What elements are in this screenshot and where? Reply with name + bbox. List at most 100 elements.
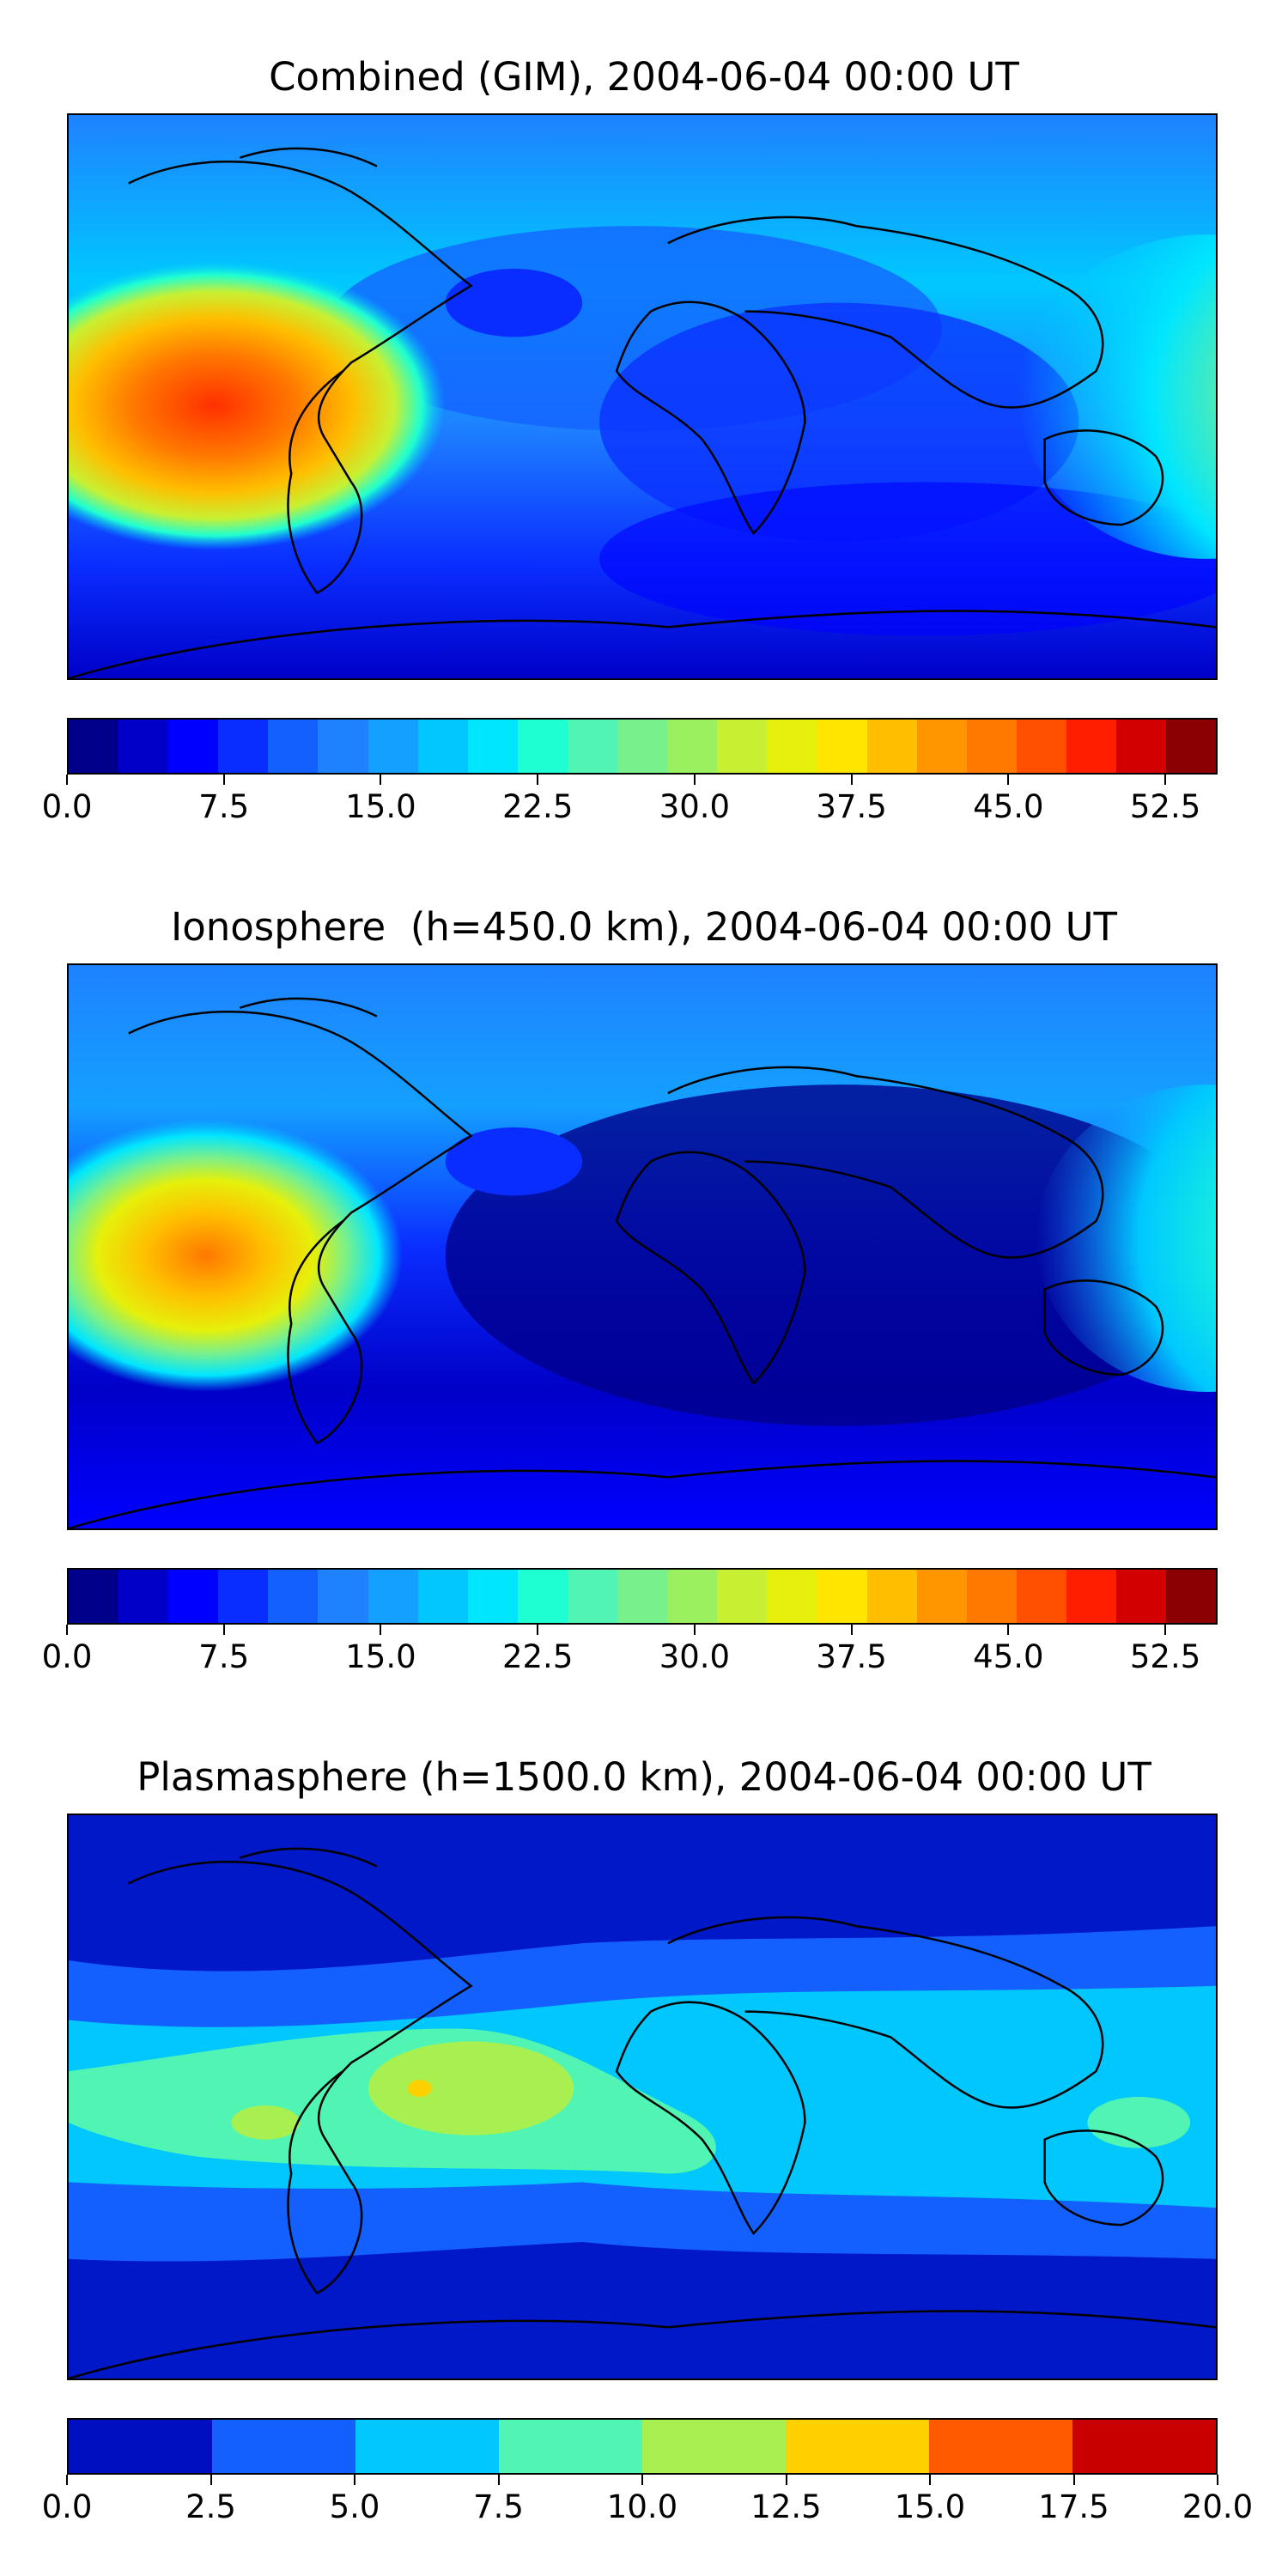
colorbar-tick-label: 30.0 bbox=[659, 1638, 731, 1675]
colorbar-segment bbox=[1166, 1570, 1217, 1623]
colorbar-segment bbox=[368, 1570, 418, 1623]
colorbar-segment bbox=[916, 720, 967, 773]
colorbar-combined bbox=[67, 718, 1218, 775]
colorbar-tick bbox=[537, 1625, 539, 1635]
colorbar-tick bbox=[693, 1625, 696, 1635]
colorbar-segment bbox=[1066, 1570, 1116, 1623]
colorbar-segment bbox=[268, 1570, 319, 1623]
colorbar-segment bbox=[642, 2420, 786, 2473]
colorbar-segment bbox=[817, 1570, 867, 1623]
colorbar-tick-label: 52.5 bbox=[1129, 1638, 1201, 1675]
colorbar-tick bbox=[222, 775, 225, 785]
colorbar-segment bbox=[966, 1570, 1017, 1623]
map-combined-svg bbox=[69, 115, 1216, 678]
colorbar-tick-label: 15.0 bbox=[345, 1638, 416, 1675]
colorbar-tick-label: 45.0 bbox=[973, 1638, 1044, 1675]
colorbar-tick-label: 5.0 bbox=[329, 2488, 380, 2525]
colorbar-segment bbox=[517, 720, 568, 773]
colorbar-tick-label: 20.0 bbox=[1182, 2488, 1254, 2525]
colorbar-tick bbox=[1072, 2475, 1075, 2485]
colorbar-segment bbox=[817, 720, 867, 773]
colorbar-segment bbox=[467, 720, 518, 773]
colorbar-segment bbox=[866, 720, 917, 773]
colorbar-segment bbox=[517, 1570, 568, 1623]
colorbar-segment bbox=[69, 2420, 212, 2473]
colorbar-segment bbox=[318, 720, 368, 773]
colorbar-tick bbox=[222, 1625, 225, 1635]
colorbar-tick-label: 15.0 bbox=[345, 788, 416, 825]
colorbar-segment bbox=[866, 1570, 917, 1623]
colorbar-tick-label: 0.0 bbox=[41, 2488, 93, 2525]
colorbar-segment bbox=[567, 720, 618, 773]
colorbar-tick bbox=[1217, 2475, 1218, 2485]
colorbar-tick bbox=[497, 2475, 500, 2485]
colorbar-segment bbox=[417, 720, 468, 773]
colorbar-segment bbox=[118, 1570, 169, 1623]
colorbar-segment bbox=[368, 720, 418, 773]
map-combined bbox=[67, 113, 1218, 680]
colorbar-tick bbox=[537, 775, 539, 785]
colorbar-segment bbox=[1016, 1570, 1066, 1623]
colorbar-tick-label: 0.0 bbox=[41, 788, 93, 825]
colorbar-segment bbox=[499, 2420, 642, 2473]
colorbar-segment bbox=[355, 2420, 499, 2473]
colorbar-segment bbox=[69, 1570, 119, 1623]
colorbar-segment bbox=[767, 1570, 817, 1623]
colorbar-segment bbox=[717, 720, 768, 773]
colorbar-tick bbox=[380, 775, 382, 785]
colorbar-tick bbox=[1007, 1625, 1010, 1635]
colorbar-tick-label: 30.0 bbox=[659, 788, 731, 825]
colorbar-tick bbox=[210, 2475, 212, 2485]
colorbar-tick bbox=[693, 775, 696, 785]
map-ionosphere-svg bbox=[69, 965, 1216, 1528]
colorbar-ionosphere bbox=[67, 1568, 1218, 1625]
colorbar-tick-label: 0.0 bbox=[41, 1638, 93, 1675]
colorbar-tick bbox=[66, 775, 68, 785]
panel-title-ionosphere: Ionosphere (h=450.0 km), 2004-06-04 00:0… bbox=[170, 904, 1118, 950]
colorbar-tick bbox=[380, 1625, 382, 1635]
colorbar-segment bbox=[966, 720, 1017, 773]
colorbar-tick bbox=[354, 2475, 355, 2485]
colorbar-tick-label: 45.0 bbox=[973, 788, 1044, 825]
colorbar-tick-label: 37.5 bbox=[816, 788, 887, 825]
colorbar-segment bbox=[1115, 1570, 1167, 1623]
colorbar-segment bbox=[168, 720, 219, 773]
colorbar-tick bbox=[1164, 775, 1167, 785]
colorbar-tick-label: 7.5 bbox=[198, 1638, 250, 1675]
colorbar-segment bbox=[767, 720, 817, 773]
colorbar-segment bbox=[467, 1570, 518, 1623]
colorbar-segment bbox=[268, 720, 319, 773]
colorbar-segment bbox=[567, 1570, 618, 1623]
colorbar-segment bbox=[218, 720, 269, 773]
colorbar-tick bbox=[1007, 775, 1010, 785]
map-plasmasphere bbox=[67, 1814, 1218, 2380]
colorbar-tick bbox=[641, 2475, 643, 2485]
colorbar-tick bbox=[66, 1625, 68, 1635]
colorbar-tick-label: 10.0 bbox=[606, 2488, 678, 2525]
colorbar-segment bbox=[667, 1570, 718, 1623]
colorbar-tick-label: 52.5 bbox=[1129, 788, 1201, 825]
colorbar-tick-label: 15.0 bbox=[894, 2488, 966, 2525]
colorbar-tick bbox=[785, 2475, 787, 2485]
colorbar-segment bbox=[1115, 720, 1167, 773]
colorbar-segment bbox=[69, 720, 119, 773]
colorbar-segment bbox=[916, 1570, 967, 1623]
colorbar-segment bbox=[417, 1570, 468, 1623]
colorbar-ticks-ionosphere: 0.0 7.5 15.0 22.5 30.0 37.5 45.0 52.5 bbox=[42, 1625, 1218, 1676]
colorbar-segment bbox=[617, 720, 668, 773]
colorbar-segment bbox=[717, 1570, 768, 1623]
colorbar-tick-label: 17.5 bbox=[1038, 2488, 1109, 2525]
colorbar-ticks-combined: 0.0 7.5 15.0 22.5 30.0 37.5 45.0 52.5 bbox=[42, 775, 1218, 826]
coastlines bbox=[69, 147, 1216, 678]
colorbar-tick bbox=[929, 2475, 931, 2485]
colorbar-tick-label: 22.5 bbox=[501, 788, 574, 825]
colorbar-segment bbox=[118, 720, 169, 773]
colorbar-tick-label: 7.5 bbox=[198, 788, 250, 825]
colorbar-segment bbox=[1066, 720, 1116, 773]
panel-title-plasmasphere: Plasmasphere (h=1500.0 km), 2004-06-04 0… bbox=[137, 1754, 1151, 1800]
colorbar-segment bbox=[786, 2420, 929, 2473]
colorbar-tick bbox=[66, 2475, 68, 2485]
colorbar-segment bbox=[1072, 2420, 1216, 2473]
colorbar-tick-label: 7.5 bbox=[473, 2488, 524, 2525]
panel-title-combined: Combined (GIM), 2004-06-04 00:00 UT bbox=[269, 54, 1019, 100]
